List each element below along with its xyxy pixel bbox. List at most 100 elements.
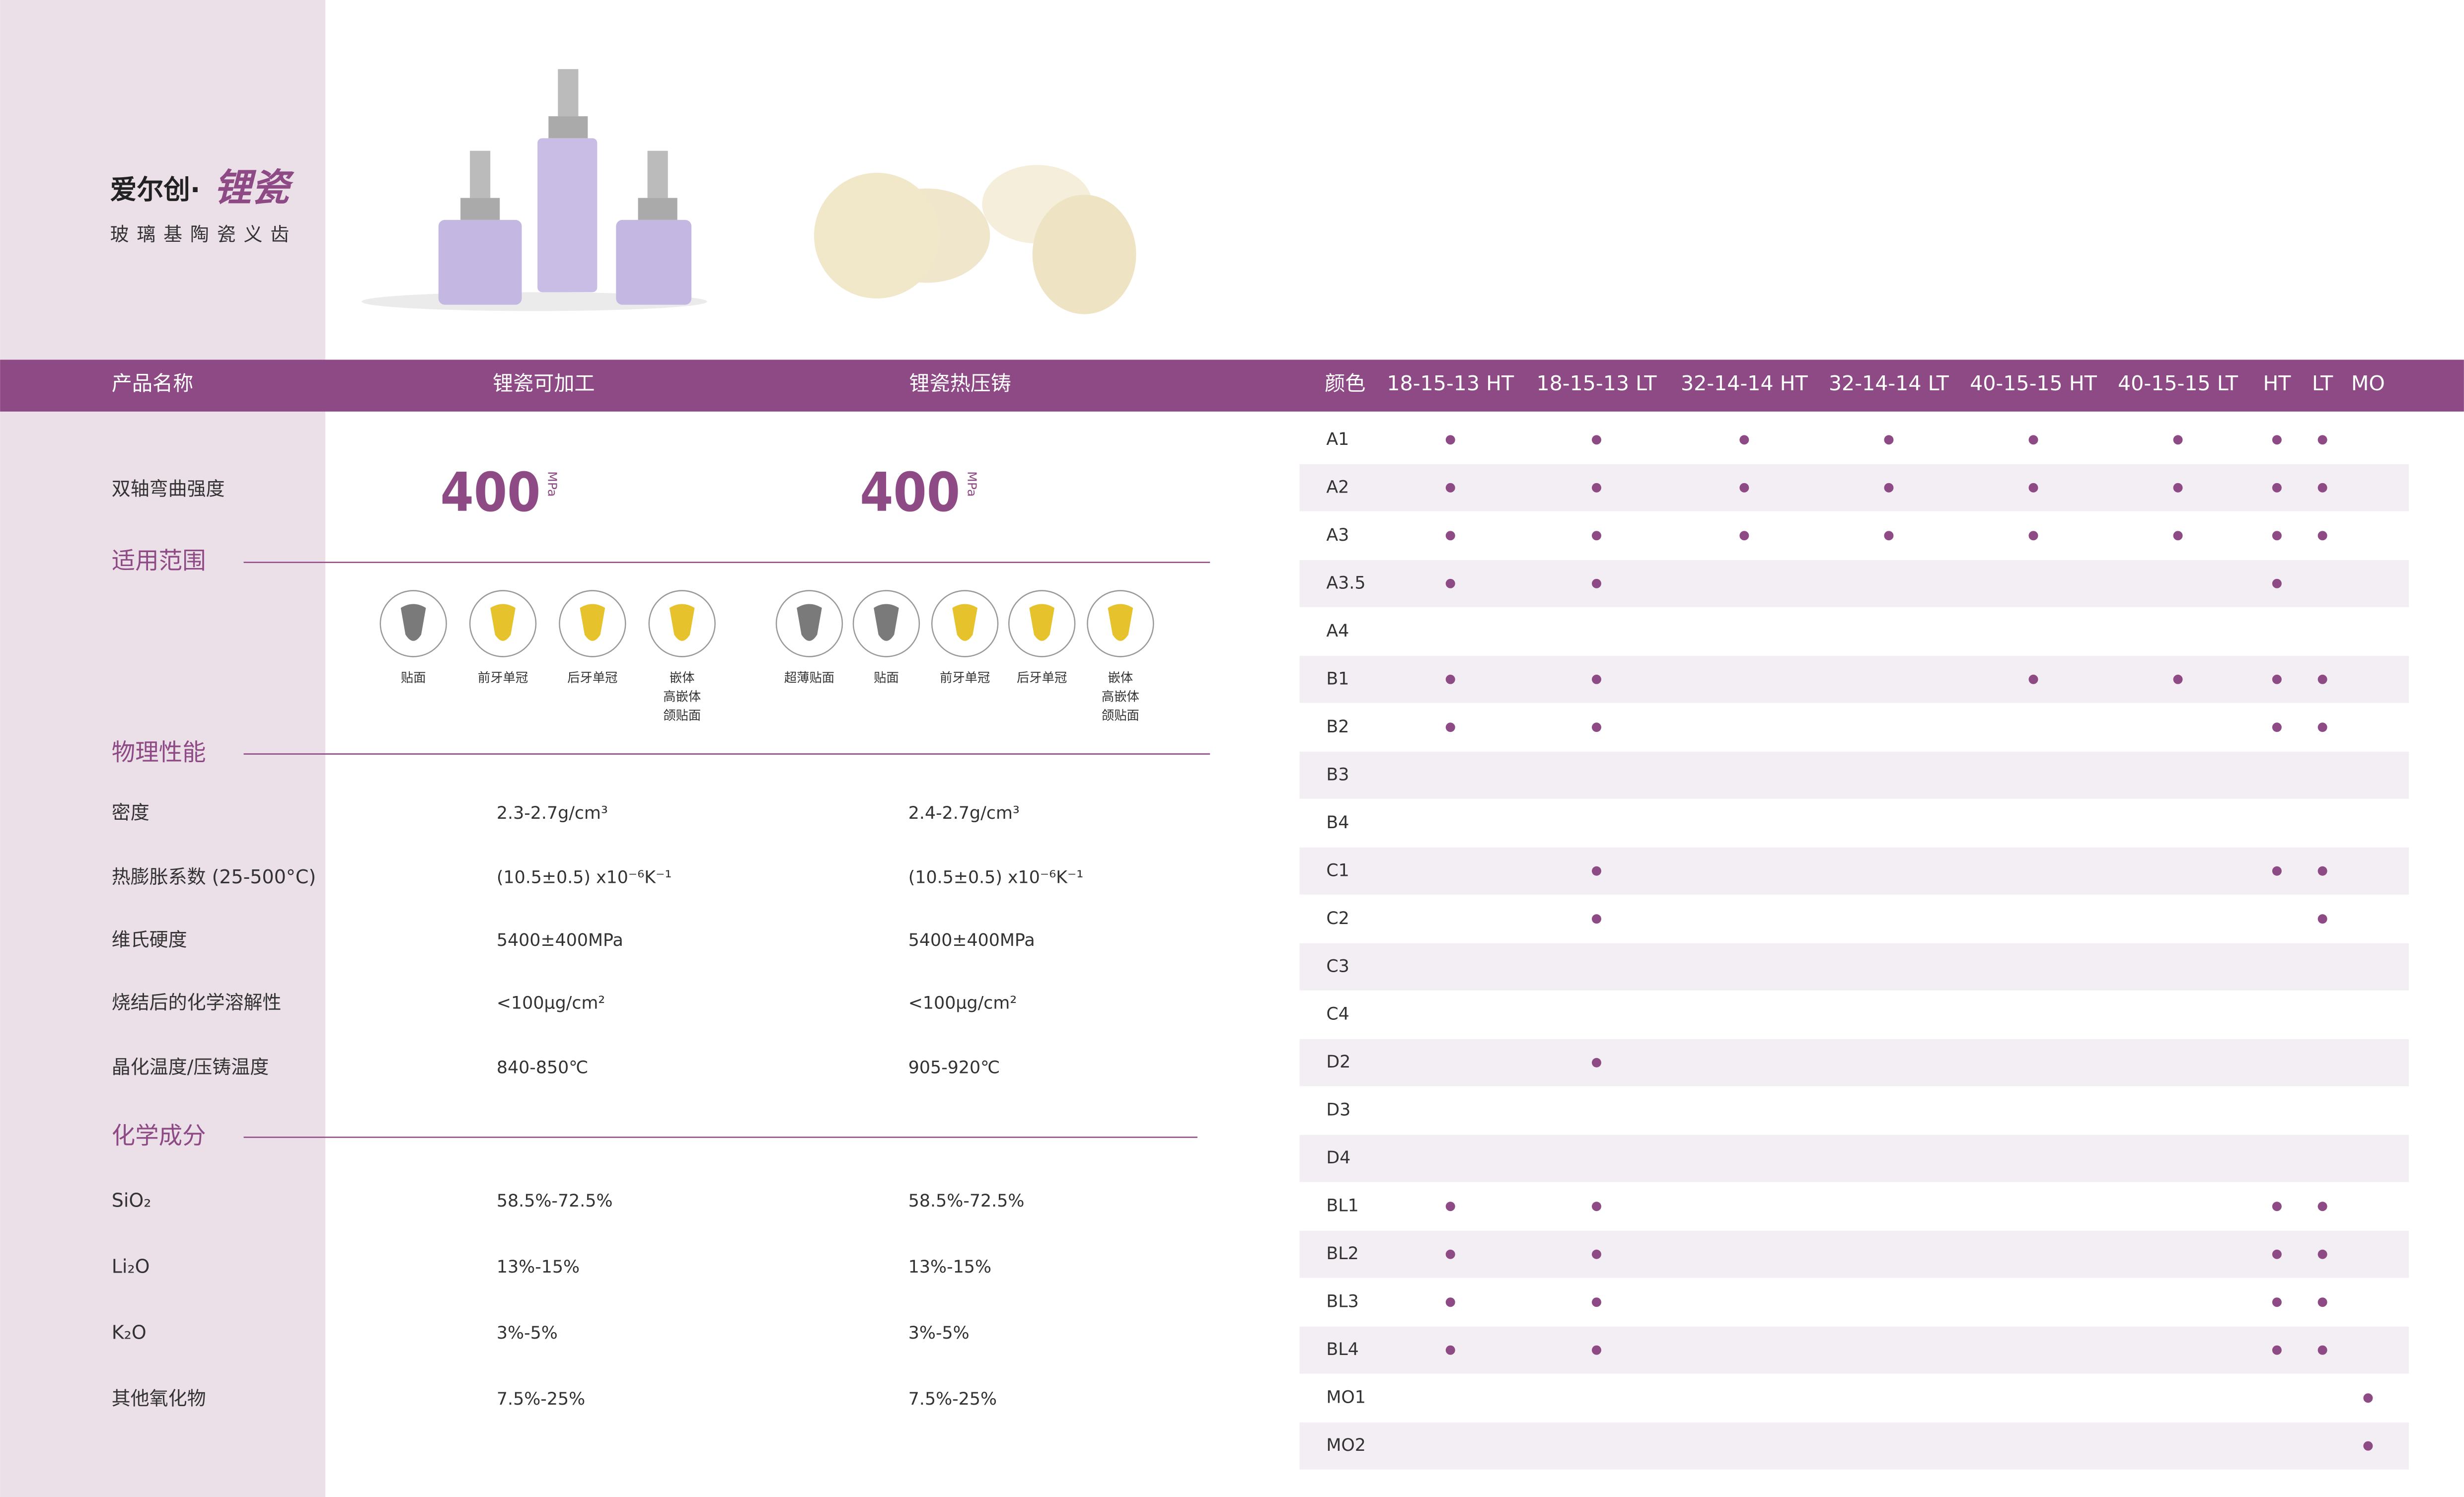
tooth-shape — [797, 604, 822, 641]
row-stripe — [1299, 464, 2409, 511]
row-label: 密度 — [112, 801, 149, 823]
shade-label: D4 — [1326, 1148, 1350, 1168]
availability-dot — [2272, 1345, 2282, 1355]
product-discs — [814, 165, 1136, 314]
availability-dot — [1884, 483, 1894, 493]
availability-dot — [2272, 1202, 2282, 1212]
cell-value: 13%-15% — [497, 1257, 580, 1277]
brand: 爱尔创· — [110, 174, 201, 206]
cell-value: 2.3-2.7g/cm³ — [497, 803, 608, 823]
row-label: 热膨胀系数 (25-500°C) — [112, 866, 316, 888]
section-title: 化学成分 — [112, 1123, 206, 1150]
subtitle: 玻璃基陶瓷义齿 — [110, 223, 297, 245]
indication-label: 颌贴面 — [1102, 709, 1139, 723]
availability-dot — [1591, 722, 1601, 732]
tooth-shape — [952, 604, 977, 641]
availability-dot — [2317, 1249, 2327, 1259]
availability-dot — [2028, 435, 2038, 445]
tooth-shape — [1108, 604, 1133, 641]
availability-dot — [1591, 1249, 1601, 1259]
cell-value: (10.5±0.5) x10⁻⁶K⁻¹ — [497, 868, 672, 888]
row-stripe — [1299, 751, 2409, 799]
availability-dot — [1591, 435, 1601, 445]
availability-dot — [1591, 1202, 1601, 1212]
indication-label: 前牙单冠 — [940, 671, 990, 685]
indication-label: 颌贴面 — [663, 709, 701, 723]
tooth-shape — [490, 604, 516, 641]
column-header: 40-15-15 LT — [2118, 371, 2239, 395]
availability-dot — [2317, 914, 2327, 924]
indication-label: 嵌体 — [1108, 671, 1133, 685]
cell-value: 840-850℃ — [497, 1058, 588, 1077]
availability-dot — [2363, 1441, 2373, 1451]
shade-label: A3 — [1326, 525, 1349, 545]
row-label: K₂O — [112, 1321, 147, 1343]
cell-value: 3%-5% — [908, 1323, 970, 1343]
availability-dot — [1445, 578, 1455, 588]
product-blocks — [361, 69, 707, 311]
availability-dot — [1445, 435, 1455, 445]
column-header: MO — [2351, 371, 2385, 395]
row-stripe — [1299, 943, 2409, 991]
shade-label: MO2 — [1326, 1435, 1366, 1455]
availability-dot — [1445, 531, 1455, 541]
column-header: 18-15-13 HT — [1387, 371, 1514, 395]
cell-value: <100μg/cm² — [497, 994, 605, 1013]
brand-product: 锂瓷 — [214, 166, 295, 210]
availability-dot — [2317, 483, 2327, 493]
column-header: LT — [2312, 371, 2333, 395]
row-stripe — [1299, 1422, 2409, 1470]
availability-dot — [1591, 483, 1601, 493]
availability-dot — [2173, 531, 2183, 541]
availability-dot — [2272, 435, 2282, 445]
availability-dot — [1591, 531, 1601, 541]
availability-dot — [2173, 435, 2183, 445]
section-title: 适用范围 — [112, 548, 206, 575]
shade-label: B4 — [1326, 813, 1349, 833]
cell-value: (10.5±0.5) x10⁻⁶K⁻¹ — [908, 868, 1084, 888]
side-panel — [0, 0, 326, 1497]
column-header: 产品名称 — [112, 371, 193, 395]
header-band — [0, 359, 2464, 412]
column-header: 锂瓷可加工 — [493, 371, 595, 395]
availability-dot — [2028, 483, 2038, 493]
availability-dot — [2272, 578, 2282, 588]
availability-dot — [2272, 531, 2282, 541]
availability-dot — [1884, 435, 1894, 445]
shade-label: B1 — [1326, 669, 1349, 689]
column-header: HT — [2263, 371, 2291, 395]
cell-value: 5400±400MPa — [908, 930, 1035, 950]
availability-dot — [1591, 1345, 1601, 1355]
cell-value: 3%-5% — [497, 1323, 558, 1343]
shade-label: B3 — [1326, 765, 1349, 784]
shade-label: BL4 — [1326, 1340, 1358, 1359]
availability-dot — [2028, 674, 2038, 684]
row-label: 晶化温度/压铸温度 — [112, 1056, 269, 1078]
shade-label: C2 — [1326, 909, 1349, 928]
indication-label: 嵌体 — [670, 671, 695, 685]
row-label: 维氏硬度 — [112, 929, 187, 951]
cell-value: 13%-15% — [908, 1257, 991, 1277]
section-title: 物理性能 — [112, 739, 206, 767]
shade-label: C4 — [1326, 1004, 1349, 1024]
availability-dot — [1591, 914, 1601, 924]
availability-dot — [2363, 1393, 2373, 1403]
availability-dot — [1591, 674, 1601, 684]
shade-label: A3.5 — [1326, 573, 1365, 593]
availability-dot — [1739, 531, 1749, 541]
indication-label: 高嵌体 — [663, 690, 701, 704]
cell-value: 58.5%-72.5% — [497, 1191, 613, 1211]
strength-unit: MPa — [965, 471, 979, 497]
availability-dot — [2028, 531, 2038, 541]
availability-dot — [1445, 1249, 1455, 1259]
availability-dot — [1591, 1297, 1601, 1307]
row-label: SiO₂ — [112, 1190, 151, 1212]
cell-value: 5400±400MPa — [497, 930, 623, 950]
availability-dot — [2272, 1297, 2282, 1307]
availability-dot — [2272, 722, 2282, 732]
shade-label: A1 — [1326, 429, 1349, 449]
cell-value: 58.5%-72.5% — [908, 1191, 1025, 1211]
availability-dot — [1445, 483, 1455, 493]
row-label: 其他氧化物 — [112, 1387, 206, 1409]
shade-label: BL2 — [1326, 1244, 1358, 1264]
